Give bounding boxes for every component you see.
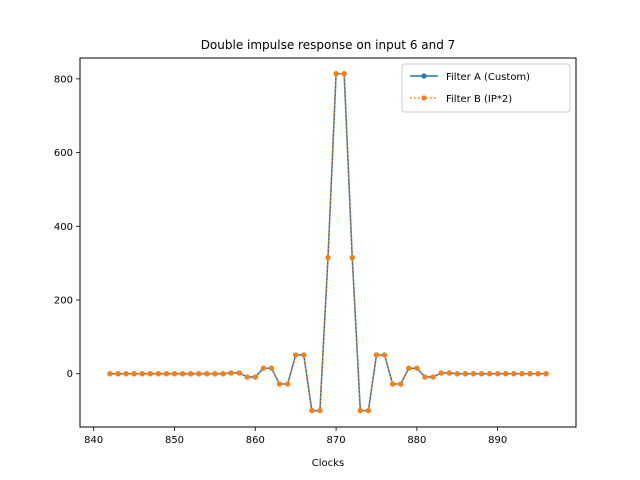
y-tick-label-2: 400 (54, 222, 73, 233)
chart-title: Double impulse response on input 6 and 7 (201, 38, 456, 52)
series-1-point-52 (527, 371, 533, 377)
series-1-point-19 (260, 365, 266, 371)
x-tick-label-1: 850 (165, 435, 184, 446)
series-1-point-37 (406, 365, 412, 371)
legend-marker-0 (421, 73, 427, 79)
x-tick-label-5: 890 (488, 435, 507, 446)
series-1-point-44 (462, 371, 468, 377)
series-1-point-12 (204, 371, 210, 377)
series-1-point-15 (228, 370, 234, 376)
series-1-point-9 (179, 371, 186, 377)
series-1-point-24 (301, 352, 307, 358)
series-1-point-16 (236, 370, 242, 376)
series-1-point-18 (252, 374, 258, 380)
series-1-point-36 (398, 381, 404, 387)
legend-label-1: Filter B (IP*2) (446, 94, 512, 105)
series-1-point-48 (495, 371, 501, 377)
series-1-point-34 (381, 352, 388, 358)
series-1-point-29 (341, 71, 347, 77)
series-1-point-0 (107, 371, 113, 377)
legend: Filter A (Custom) Filter B (IP*2) (401, 63, 571, 113)
series-1-point-51 (519, 371, 525, 377)
series-1-point-21 (276, 381, 283, 387)
series-1-point-7 (163, 371, 170, 377)
x-tick-label-0: 840 (84, 435, 103, 446)
series-1-point-42 (446, 370, 452, 376)
series-1-point-31 (357, 407, 363, 414)
series-1-point-26 (317, 407, 323, 414)
series-1-point-28 (333, 71, 339, 77)
series-1-point-4 (139, 371, 145, 377)
axes-frame (79, 57, 577, 428)
x-tick-label-3: 870 (327, 435, 346, 446)
series-1-point-25 (309, 407, 315, 414)
legend-marker-1 (421, 95, 427, 101)
series-1-point-10 (188, 371, 194, 377)
series-1-point-11 (196, 371, 202, 377)
series-1-point-54 (543, 371, 549, 377)
series-1-point-35 (390, 381, 396, 387)
series-1-point-5 (147, 371, 153, 377)
legend-label-0: Filter A (Custom) (446, 72, 530, 83)
series-1-point-20 (268, 365, 275, 371)
series-1-point-6 (155, 371, 161, 377)
series-1-point-32 (365, 407, 371, 414)
series-1-point-40 (430, 374, 436, 380)
y-tick-label-0: 0 (67, 369, 73, 380)
series-1-point-22 (285, 381, 291, 387)
series-1-point-43 (454, 371, 460, 377)
series-1-point-1 (115, 371, 121, 377)
series-1-point-50 (511, 371, 517, 377)
series-1-point-38 (414, 365, 420, 371)
series-1-point-14 (220, 371, 226, 377)
series-1-point-41 (438, 370, 444, 376)
series-1-point-49 (503, 371, 509, 377)
series-1-point-45 (470, 371, 477, 377)
legend-box (401, 63, 571, 113)
series-1-point-23 (293, 352, 299, 358)
x-axis-label: Clocks (312, 458, 344, 469)
series-1-point-3 (131, 371, 137, 377)
x-tick-label-4: 880 (407, 435, 426, 446)
series-1-point-13 (212, 371, 218, 377)
series-1-point-30 (349, 255, 355, 261)
y-tick-label-4: 800 (54, 74, 73, 85)
series-1-point-27 (325, 255, 331, 261)
series-1-point-17 (244, 374, 250, 380)
plot-area: 840 850 860 870 880 890 0 200 400 600 800 (54, 71, 549, 446)
x-tick-label-2: 860 (246, 435, 265, 446)
series-1-point-47 (486, 371, 493, 377)
series-1-point-53 (535, 371, 541, 377)
series-1-point-33 (373, 352, 380, 358)
series-1-point-39 (422, 374, 428, 380)
series-1-point-46 (478, 371, 485, 377)
y-tick-label-1: 200 (54, 296, 73, 307)
series-1-point-8 (171, 371, 178, 377)
series-1-point-2 (123, 371, 129, 377)
y-tick-label-3: 600 (54, 148, 73, 159)
